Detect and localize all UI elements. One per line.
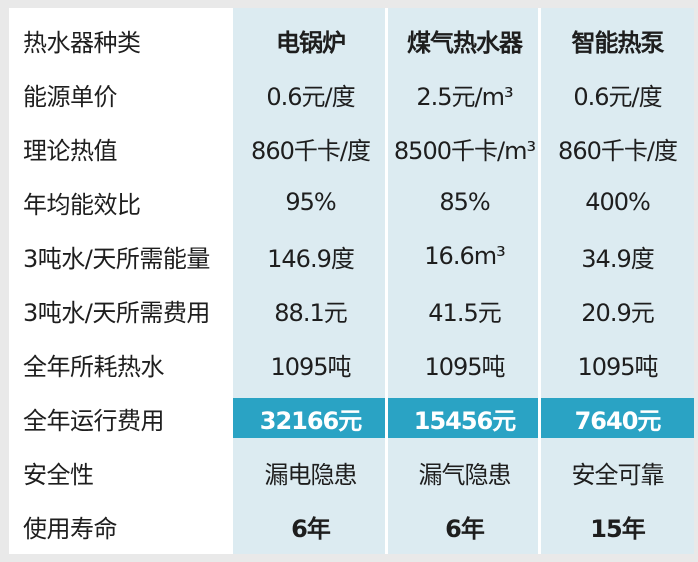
table-cell: 20.9元 xyxy=(581,298,654,327)
row-label: 年均能效比 xyxy=(23,190,141,219)
header-row: 热水器种类 电锅炉 煤气热水器 智能热泵 xyxy=(9,13,694,67)
table-cell: 16.6m³ xyxy=(424,242,505,270)
column-bg-heat-pump xyxy=(541,8,694,554)
table-row: 全年运行费用 32166元 15456元 7640元 xyxy=(9,391,694,445)
row-label: 理论热值 xyxy=(23,136,118,165)
table-row: 3吨水/天所需能量 146.9度 16.6m³ 34.9度 xyxy=(9,229,694,283)
row-label: 全年运行费用 xyxy=(23,406,165,435)
table-cell: 6年 xyxy=(291,514,331,543)
table-cell: 6年 xyxy=(445,514,485,543)
table-cell: 146.9度 xyxy=(267,244,355,273)
table-cell: 1095吨 xyxy=(577,352,658,381)
header-label: 热水器种类 xyxy=(23,28,141,57)
row-label: 3吨水/天所需能量 xyxy=(23,244,210,273)
table-cell: 漏电隐患 xyxy=(264,460,358,489)
table-cell: 15456元 xyxy=(413,406,517,435)
table-cell: 32166元 xyxy=(259,406,363,435)
row-label: 能源单价 xyxy=(23,82,118,111)
header-heat-pump: 智能热泵 xyxy=(571,28,665,57)
table-cell: 15年 xyxy=(590,514,645,543)
table-cell: 漏气隐患 xyxy=(418,460,512,489)
column-bg-electric-boiler xyxy=(233,8,385,554)
row-label: 安全性 xyxy=(23,460,94,489)
table-cell: 34.9度 xyxy=(581,244,654,273)
table-row: 全年所耗热水 1095吨 1095吨 1095吨 xyxy=(9,337,694,391)
table-row: 年均能效比 95% 85% 400% xyxy=(9,175,694,229)
table-cell: 安全可靠 xyxy=(571,460,665,489)
table-row: 安全性 漏电隐患 漏气隐患 安全可靠 xyxy=(9,445,694,499)
table-cell: 7640元 xyxy=(574,406,662,435)
header-electric-boiler: 电锅炉 xyxy=(276,28,346,57)
table-cell: 860千卡/度 xyxy=(251,136,371,165)
table-row: 理论热值 860千卡/度 8500千卡/m³ 860千卡/度 xyxy=(9,121,694,175)
table-cell: 8500千卡/m³ xyxy=(393,136,536,165)
table-row: 3吨水/天所需费用 88.1元 41.5元 20.9元 xyxy=(9,283,694,337)
header-gas-heater: 煤气热水器 xyxy=(407,28,523,57)
table-cell: 85% xyxy=(439,188,490,216)
table-cell: 860千卡/度 xyxy=(558,136,678,165)
comparison-table: 热水器种类 电锅炉 煤气热水器 智能热泵 能源单价 0.6元/度 2.5元/m³ 0.… xyxy=(9,8,694,554)
row-label: 3吨水/天所需费用 xyxy=(23,298,210,327)
highlight-cell-bg xyxy=(388,398,538,438)
table-cell: 2.5元/m³ xyxy=(416,82,513,111)
table-cell: 0.6元/度 xyxy=(573,82,662,111)
highlight-cell-bg xyxy=(233,398,385,438)
table-cell: 95% xyxy=(285,188,336,216)
table-cell: 1095吨 xyxy=(424,352,505,381)
table-cell: 1095吨 xyxy=(270,352,351,381)
column-bg-gas-heater xyxy=(388,8,538,554)
table-cell: 0.6元/度 xyxy=(266,82,355,111)
highlight-cell-bg xyxy=(541,398,694,438)
row-label: 全年所耗热水 xyxy=(23,352,165,381)
table-cell: 41.5元 xyxy=(428,298,501,327)
row-label: 使用寿命 xyxy=(23,514,118,543)
table-row: 使用寿命 6年 6年 15年 xyxy=(9,499,694,553)
table-row: 能源单价 0.6元/度 2.5元/m³ 0.6元/度 xyxy=(9,67,694,121)
table-cell: 88.1元 xyxy=(274,298,347,327)
table-cell: 400% xyxy=(585,188,651,216)
